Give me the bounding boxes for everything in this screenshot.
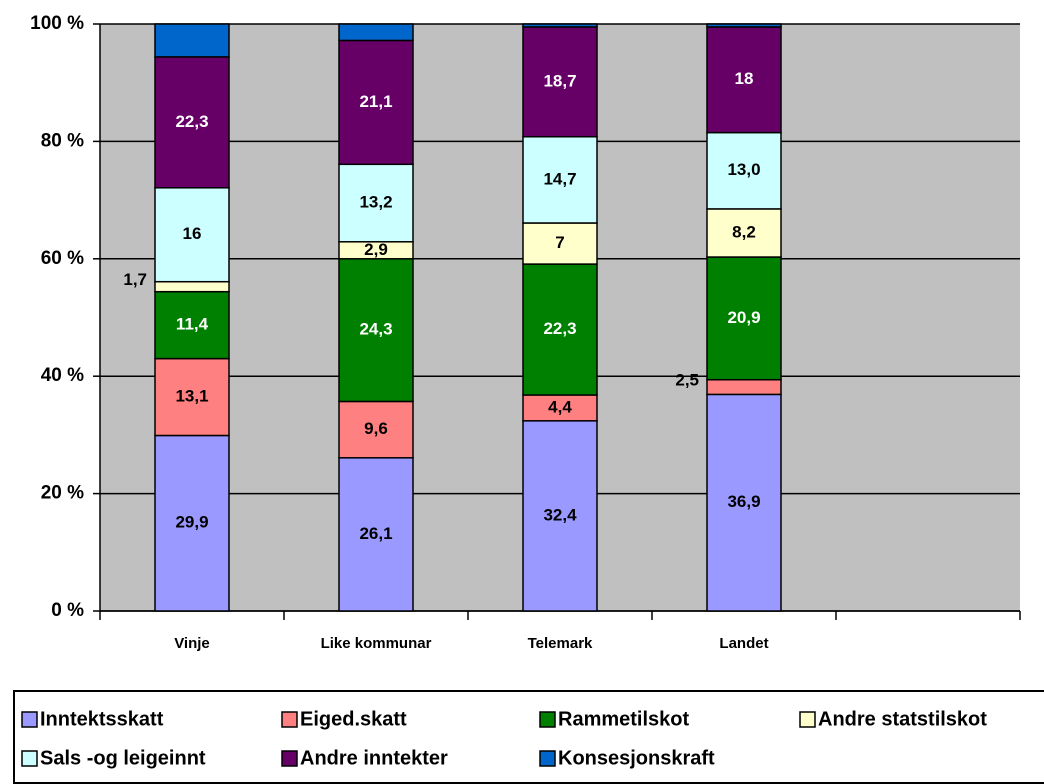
data-label: 9,6 [364, 419, 388, 438]
data-label: 14,7 [543, 169, 576, 188]
bar-segment [154, 357, 230, 437]
data-label: 18,7 [543, 71, 576, 90]
bar-segment [154, 290, 230, 360]
data-label: 2,5 [675, 371, 699, 390]
bar-segment [338, 258, 414, 403]
bar-segment [522, 23, 598, 28]
bar-segment [338, 163, 414, 243]
y-tick-label: 60 % [41, 248, 84, 269]
x-tick-label: Landet [719, 635, 768, 652]
y-tick-label: 40 % [41, 365, 84, 386]
y-tick-label: 20 % [41, 483, 84, 504]
legend-label: Rammetilskot [558, 708, 689, 730]
bar-segment [706, 23, 782, 28]
bar-segment [154, 280, 230, 293]
legend-swatch [799, 711, 816, 728]
bar-segment [522, 263, 598, 396]
legend-swatch [281, 750, 298, 767]
y-tick-label: 100 % [30, 13, 84, 34]
data-label: 16 [183, 224, 202, 243]
data-label: 2,9 [364, 240, 388, 259]
bar-segment [706, 26, 782, 134]
data-label: 11,4 [176, 315, 209, 334]
data-label: 36,9 [727, 492, 760, 511]
data-label: 7 [555, 233, 564, 252]
x-tick-label: Like kommunar [321, 635, 432, 652]
legend-swatch [281, 711, 298, 728]
legend-label: Andre inntekter [300, 747, 448, 769]
bar-segment [154, 434, 230, 612]
legend-box [13, 690, 1044, 784]
bar-segment [522, 222, 598, 265]
data-label: 22,3 [175, 112, 208, 131]
bar-segment [154, 187, 230, 283]
data-label: 21,1 [359, 92, 392, 111]
bar-segment [338, 23, 414, 42]
legend-swatch [539, 711, 556, 728]
data-label: 13,0 [727, 160, 760, 179]
data-label: 8,2 [732, 222, 756, 241]
data-label: 1,7 [123, 270, 147, 289]
legend-label: Inntektsskatt [40, 708, 164, 730]
bar-segment [522, 394, 598, 422]
data-label: 18 [735, 69, 754, 88]
legend-label: Eiged.skatt [300, 708, 407, 730]
bar-segment [706, 131, 782, 210]
data-label: 24,3 [359, 320, 392, 339]
legend-swatch [21, 750, 38, 767]
y-tick-label: 0 % [51, 600, 84, 621]
x-tick-label: Vinje [174, 635, 210, 652]
data-label: 20,9 [727, 308, 760, 327]
legend-label: Sals -og leigeinnt [40, 747, 206, 769]
data-label: 13,2 [359, 193, 392, 212]
data-label: 32,4 [543, 505, 577, 524]
bar-segment [338, 400, 414, 459]
y-tick-label: 80 % [41, 130, 84, 151]
bar-segment [522, 26, 598, 138]
legend-swatch [539, 750, 556, 767]
data-label: 4,4 [548, 397, 572, 416]
data-label: 26,1 [359, 524, 392, 543]
legend-swatch [21, 711, 38, 728]
data-label: 22,3 [543, 319, 576, 338]
bar-segment [706, 378, 782, 396]
bar-segment [338, 39, 414, 166]
bar-segment [154, 23, 230, 58]
data-label: 29,9 [175, 513, 208, 532]
data-label: 13,1 [175, 387, 208, 406]
legend-label: Konsesjonskraft [558, 747, 715, 769]
bar-segment [154, 56, 230, 189]
x-tick-label: Telemark [528, 635, 593, 652]
legend-label: Andre statstilskot [818, 708, 987, 730]
bar-segment [522, 420, 598, 612]
bar-segment [338, 457, 414, 612]
bar-segment [706, 256, 782, 381]
bar-segment [522, 135, 598, 224]
